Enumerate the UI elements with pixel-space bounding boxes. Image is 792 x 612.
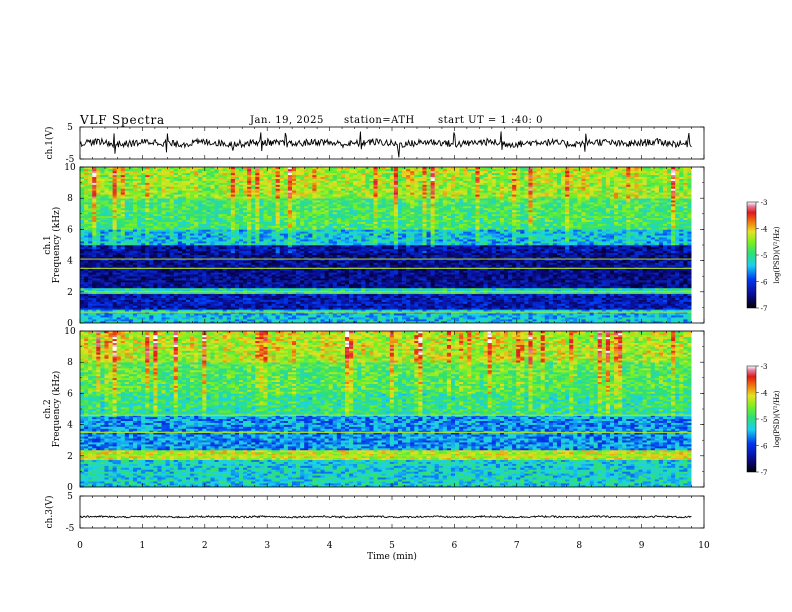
x-tick-label: 1 xyxy=(140,541,146,551)
ch1-waveform-line xyxy=(80,131,692,157)
ch1-spectrogram-ytick-label: 10 xyxy=(64,163,76,173)
ch1-colorbar-label: log(PSD)(V²/Hz) xyxy=(773,226,781,283)
x-tick-label: 4 xyxy=(327,541,333,551)
ch2-spectrogram-ytick-label: 4 xyxy=(67,421,73,431)
ch1-spectrogram-cells xyxy=(80,167,692,323)
x-tick-label: 3 xyxy=(264,541,270,551)
ch2-colorbar-tick: -6 xyxy=(761,443,768,451)
ch3-waveform-line xyxy=(80,516,692,518)
ch2-spectrogram-cells xyxy=(80,331,692,487)
ch3-waveform-ylabel: ch.3(V) xyxy=(44,496,55,529)
ch2-colorbar-tick: -3 xyxy=(761,363,768,371)
x-tick-label: 0 xyxy=(77,541,83,551)
ch2-spectrogram-ylabel: Frequency (kHz) xyxy=(51,371,62,448)
ch2-spectrogram-ytick-label: 10 xyxy=(64,327,76,337)
ch1-colorbar-tick: -6 xyxy=(761,279,768,287)
ch1-spectrogram xyxy=(80,167,704,323)
ch1-colorbar-tick: -4 xyxy=(761,226,768,234)
ch2-spectrogram xyxy=(80,331,704,487)
ch3-waveform-ytick-label: -5 xyxy=(66,524,75,534)
x-axis-label: Time (min) xyxy=(367,551,417,562)
x-tick-label: 5 xyxy=(389,541,395,551)
ch2-colorbar-label: log(PSD)(V²/Hz) xyxy=(773,390,781,447)
ch3-waveform-frame xyxy=(80,496,704,528)
ch1-colorbar-tick: -3 xyxy=(761,199,768,207)
ch2-colorbar-tick: -4 xyxy=(761,390,768,398)
x-tick-label: 8 xyxy=(576,541,582,551)
ch1-spectrogram-ylabel: Frequency (kHz) xyxy=(51,207,62,284)
ch1-spectrogram-ytick-label: 4 xyxy=(67,257,73,267)
ch1-colorbar-tick: -7 xyxy=(761,305,768,313)
ch1-spectrogram-ytick-label: 2 xyxy=(67,288,73,298)
ch2-colorbar-tick: -5 xyxy=(761,416,768,424)
x-tick-label: 2 xyxy=(202,541,208,551)
ch2-spectrogram-ytick-label: 8 xyxy=(67,358,73,368)
ch2-colorbar-tick: -7 xyxy=(761,469,768,477)
x-tick-label: 9 xyxy=(639,541,645,551)
ch1-spectrogram-ytick-label: 8 xyxy=(67,194,73,204)
x-tick-label: 10 xyxy=(698,541,710,551)
x-tick-label: 7 xyxy=(514,541,520,551)
ch1-colorbar xyxy=(747,202,756,308)
ch1-spectrogram-ytick-label: 6 xyxy=(67,225,73,235)
ch2-spectrogram-ytick-label: 2 xyxy=(67,452,73,462)
ch2-spectrogram-ytick-label: 6 xyxy=(67,389,73,399)
ch1-colorbar-tick: -5 xyxy=(761,252,768,260)
ch3-waveform-ytick-label: 5 xyxy=(67,492,73,502)
x-tick-label: 6 xyxy=(452,541,458,551)
colorbars: -3 -4 -5 -6 -7 log(PSD)(V²/Hz) -3 -4 -5 -6 -7 log(P… xyxy=(747,199,781,477)
ch2-colorbar xyxy=(747,366,756,472)
ch1-waveform-ylabel: ch.1(V) xyxy=(44,127,55,160)
ch1-waveform-ytick-label: 5 xyxy=(67,123,73,133)
